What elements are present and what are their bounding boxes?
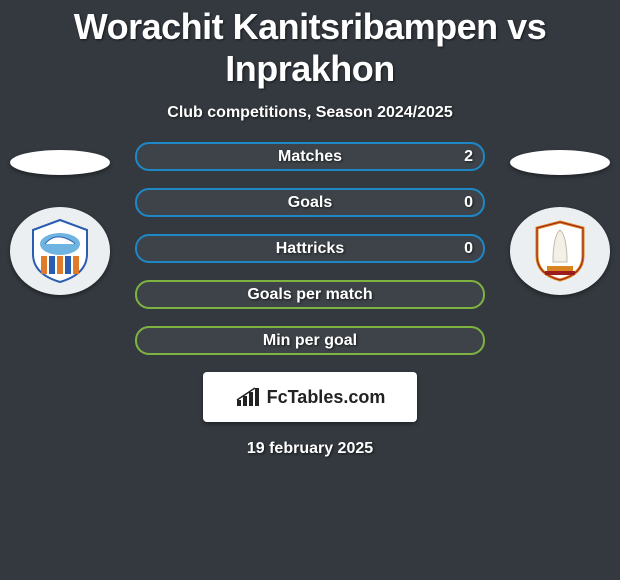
stat-label: Min per goal: [263, 332, 357, 350]
right-flag-icon: [510, 150, 610, 175]
right-club-crest: [510, 207, 610, 295]
stat-label: Goals per match: [247, 286, 372, 304]
comparison-panel: Matches 2 Goals 0 Hattricks 0 Goals per …: [0, 142, 620, 458]
stat-label: Matches: [278, 148, 342, 166]
stat-right-value: 0: [464, 194, 473, 212]
watermark-text: FcTables.com: [267, 387, 386, 408]
subtitle: Club competitions, Season 2024/2025: [0, 104, 620, 122]
chart-icon: [235, 386, 261, 408]
left-crest-icon: [25, 216, 95, 286]
right-player-column: [500, 142, 620, 295]
date-label: 19 february 2025: [0, 440, 620, 458]
stat-right-value: 0: [464, 240, 473, 258]
left-player-column: [0, 142, 120, 295]
page-title: Worachit Kanitsribampen vs Inprakhon: [0, 0, 620, 90]
left-flag-icon: [10, 150, 110, 175]
right-crest-icon: [525, 216, 595, 286]
stat-label: Hattricks: [276, 240, 344, 258]
stat-label: Goals: [288, 194, 332, 212]
stat-bars: Matches 2 Goals 0 Hattricks 0 Goals per …: [135, 142, 485, 355]
left-club-crest: [10, 207, 110, 295]
watermark: FcTables.com: [203, 372, 417, 422]
stat-bar-goals: Goals 0: [135, 188, 485, 217]
stat-bar-matches: Matches 2: [135, 142, 485, 171]
stat-right-value: 2: [464, 148, 473, 166]
stat-bar-goals-per-match: Goals per match: [135, 280, 485, 309]
stat-bar-hattricks: Hattricks 0: [135, 234, 485, 263]
stat-bar-min-per-goal: Min per goal: [135, 326, 485, 355]
